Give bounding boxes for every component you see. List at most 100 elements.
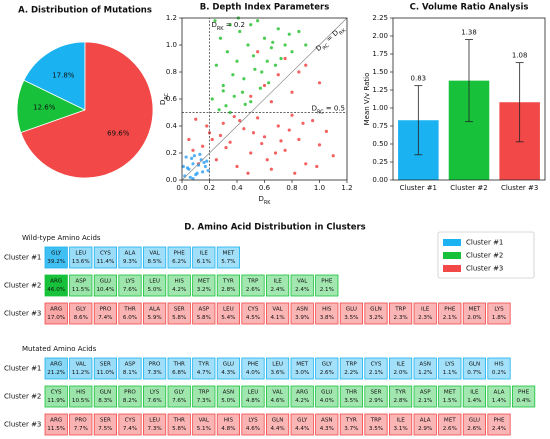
tile-residue: ASP: [75, 279, 86, 285]
scatter-point: [221, 83, 225, 88]
row-label: Cluster #2: [4, 282, 41, 290]
tile: [241, 413, 265, 436]
y-tick-label: 0.8: [166, 68, 177, 76]
tile-value: 4.6%: [270, 398, 284, 404]
tile-residue: PHE: [493, 418, 505, 424]
tile-value: 4.5%: [246, 315, 260, 321]
tile-residue: LEU: [75, 251, 86, 257]
tile-value: 10.5%: [72, 398, 90, 404]
legend-swatch: [443, 239, 461, 246]
tile-value: 7.3%: [147, 426, 161, 432]
scatter-point: [205, 124, 209, 128]
tile: [438, 413, 462, 436]
scatter-point: [232, 94, 236, 98]
tile-value: 0.7%: [467, 370, 481, 376]
scatter-point: [276, 27, 280, 31]
scatter-point: [187, 137, 191, 142]
scatter-point: [246, 43, 250, 47]
tile-residue: VAL: [149, 251, 160, 257]
y-tick-label: 0.6: [166, 95, 178, 103]
tile: [364, 357, 388, 380]
x-reference-label-part: RK: [217, 26, 224, 32]
tile: [339, 302, 364, 325]
tile-residue: VAL: [297, 279, 308, 285]
scatter-point: [315, 164, 319, 169]
tile: [265, 274, 290, 297]
tile-residue: HIS: [76, 390, 86, 396]
y-tick-label: 1.2: [166, 14, 177, 22]
tile-value: 0.4%: [516, 398, 530, 404]
scatter-point: [210, 97, 214, 101]
tile-value: 4.6%: [246, 426, 260, 432]
scatter-point: [269, 167, 273, 171]
tile-value: 8.1%: [123, 370, 137, 376]
tile: [93, 274, 117, 297]
scatter-point: [269, 100, 273, 104]
scatter-point: [290, 113, 294, 117]
tile-value: 39.2%: [47, 259, 65, 265]
tile: [142, 385, 167, 408]
tile-residue: PHE: [247, 362, 259, 368]
tile: [438, 302, 462, 325]
tile: [364, 385, 388, 408]
tile-residue: PRO: [100, 307, 112, 313]
tile-residue: SER: [174, 307, 185, 313]
scatter-point: [201, 170, 205, 174]
chart-title: A. Distribution of Mutations: [18, 6, 152, 16]
y-reference-label-part: D: [312, 105, 317, 113]
scatter-point: [228, 110, 232, 115]
diagonal-label-part: RC: [321, 42, 330, 51]
tile-residue: ASN: [419, 362, 431, 368]
tile: [487, 413, 511, 436]
tile: [462, 357, 487, 380]
y-tick-label: 1.75: [372, 50, 388, 58]
tile-value: 11.5%: [47, 426, 65, 432]
tile-value: 2.1%: [369, 370, 383, 376]
tile-residue: GLY: [51, 251, 62, 257]
tile: [167, 357, 191, 380]
tile-value: 7.6%: [172, 398, 186, 404]
scatter-point: [262, 36, 267, 40]
tile-residue: ILE: [396, 418, 405, 424]
scatter-point: [304, 63, 308, 67]
tile: [142, 274, 167, 297]
tile-value: 4.8%: [221, 426, 235, 432]
scatter-point: [269, 46, 273, 50]
tile: [388, 357, 413, 380]
tile-value: 4.4%: [295, 426, 309, 432]
tile-value: 4.3%: [320, 426, 334, 432]
tile: [118, 274, 142, 297]
tile-residue: PHE: [518, 390, 530, 396]
y-tick-label: 1.00: [372, 104, 388, 112]
tile-residue: LYS: [150, 390, 160, 396]
slice-label: 17.8%: [52, 71, 75, 79]
y-axis-label: Mean V/v Ratio: [363, 73, 371, 126]
scatter-point: [181, 164, 185, 169]
tile: [290, 302, 314, 325]
tile: [216, 385, 240, 408]
tile-residue: HIS: [322, 307, 332, 313]
scatter-point: [191, 177, 195, 181]
tile-residue: LEU: [149, 279, 160, 285]
tile: [192, 302, 216, 325]
tile: [438, 357, 462, 380]
tile-value: 1.4%: [467, 398, 481, 404]
scatter-point: [184, 155, 188, 159]
y-tick-label: 0.75: [372, 122, 388, 130]
tile-residue: HIS: [224, 418, 234, 424]
tile: [487, 357, 511, 380]
tile: [241, 357, 265, 380]
y-reference-label-part: RC: [317, 109, 324, 115]
tile-value: 7.6%: [123, 287, 137, 293]
y-tick-label: 1.0: [166, 41, 177, 49]
tile-residue: CYS: [248, 307, 259, 313]
x-tick-label: 0.6: [259, 184, 271, 192]
tile: [241, 302, 265, 325]
tile-residue: CYS: [371, 362, 382, 368]
tile: [167, 246, 191, 269]
tile-residue: ALA: [125, 251, 136, 257]
tile-residue: ALA: [420, 418, 431, 424]
scatter-point: [283, 43, 287, 47]
tile-residue: PHE: [444, 307, 456, 313]
scatter-point: [265, 59, 269, 63]
